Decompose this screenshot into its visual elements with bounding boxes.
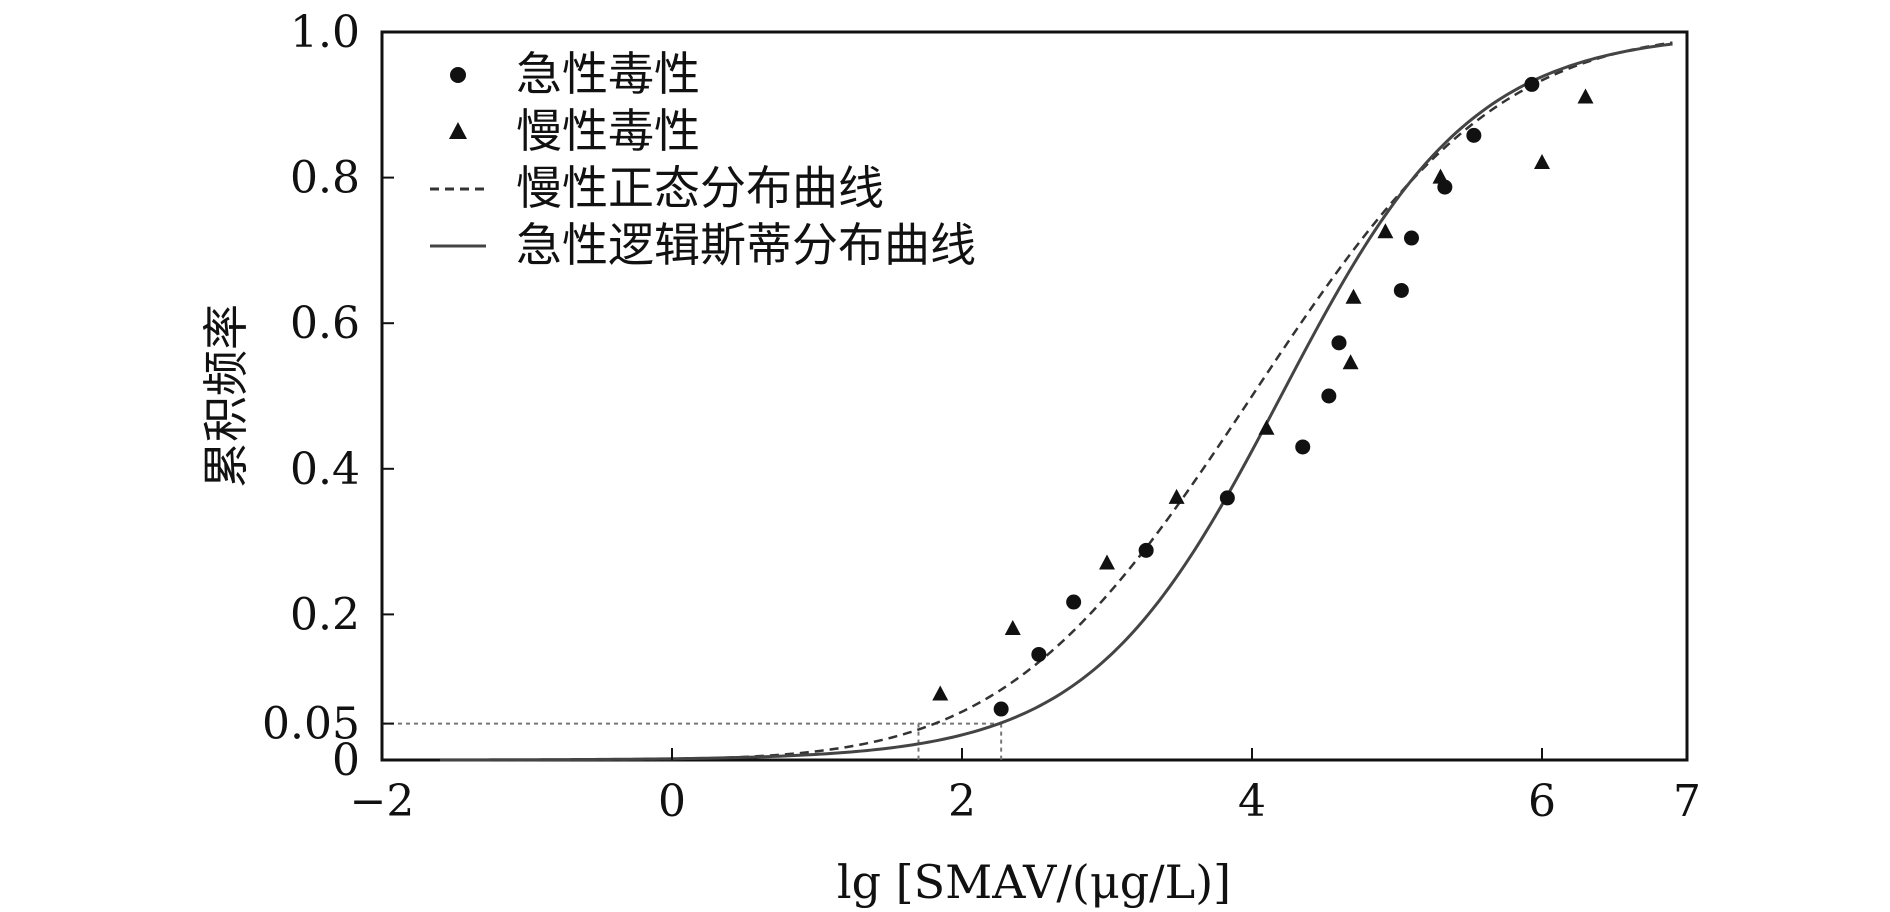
acute-data-point — [1321, 388, 1337, 404]
legend-triangle-marker — [449, 122, 467, 139]
y-tick-label: 0.6 — [290, 298, 360, 349]
x-tick-label: 7 — [1673, 776, 1701, 827]
acute-data-point — [1331, 335, 1347, 351]
chronic-data-point — [932, 685, 949, 701]
chronic-data-point — [1258, 419, 1275, 435]
chronic-data-point — [1004, 619, 1021, 635]
reference-lines — [382, 722, 1003, 760]
acute-data-point — [1295, 439, 1311, 455]
chronic-data-point — [1377, 223, 1394, 239]
x-tick-label: 2 — [948, 776, 976, 827]
chronic-data-point — [1432, 168, 1449, 184]
legend-circle-marker — [450, 67, 466, 83]
x-axis-label: lg [SMAV/(μg/L)] — [837, 855, 1231, 909]
legend-item-acute: 急性毒性 — [450, 47, 700, 101]
legend-label: 急性逻辑斯蒂分布曲线 — [516, 218, 976, 272]
acute-data-point — [993, 701, 1009, 717]
axis-ticks: −2 0 2 4 6 700.050.20.40.60.81.0 — [262, 7, 1701, 827]
acute-data-point — [1524, 76, 1540, 92]
y-tick-label: 0.2 — [290, 589, 360, 640]
acute-data-point — [1219, 490, 1235, 506]
acute-data-point — [1066, 594, 1082, 610]
legend-item-normal-curve: 慢性正态分布曲线 — [430, 161, 884, 215]
acute-data-point — [1404, 230, 1419, 246]
legend-label: 慢性正态分布曲线 — [516, 161, 884, 215]
x-tick-label: 6 — [1528, 776, 1556, 827]
legend-label: 急性毒性 — [516, 47, 700, 101]
acute-data-point — [1393, 282, 1409, 298]
plot-frame — [380, 30, 1689, 762]
acute-data-point — [1031, 646, 1047, 662]
chronic-data-point — [1345, 288, 1362, 304]
y-tick-label: 0 — [332, 735, 360, 786]
x-tick-label: 0 — [658, 776, 686, 827]
y-axis-label: 累积频率 — [199, 304, 253, 488]
chronic-data-point — [1577, 88, 1594, 104]
y-tick-label: 0.05 — [262, 699, 360, 750]
x-tick-label: 4 — [1238, 776, 1266, 827]
y-tick-label: 1.0 — [290, 7, 360, 58]
y-tick-label: 0.4 — [290, 444, 360, 495]
legend-label: 慢性毒性 — [516, 104, 700, 158]
x-tick-label: −2 — [350, 776, 415, 827]
normal-curve-line — [440, 41, 1673, 762]
chronic-data-point — [1168, 488, 1185, 504]
legend-item-chronic: 慢性毒性 — [449, 104, 700, 158]
chronic-data-point — [1534, 154, 1550, 170]
legend-item-logistic-curve: 急性逻辑斯蒂分布曲线 — [430, 218, 976, 272]
acute-data-point — [1466, 127, 1482, 143]
chronic-data-point — [1099, 554, 1115, 570]
y-tick-label: 0.8 — [290, 153, 360, 204]
acute-data-point — [1138, 542, 1154, 558]
logistic-curve-line — [439, 42, 1673, 762]
fitted-curves — [439, 41, 1673, 762]
data-points — [932, 76, 1594, 717]
chronic-data-point — [1342, 354, 1359, 370]
